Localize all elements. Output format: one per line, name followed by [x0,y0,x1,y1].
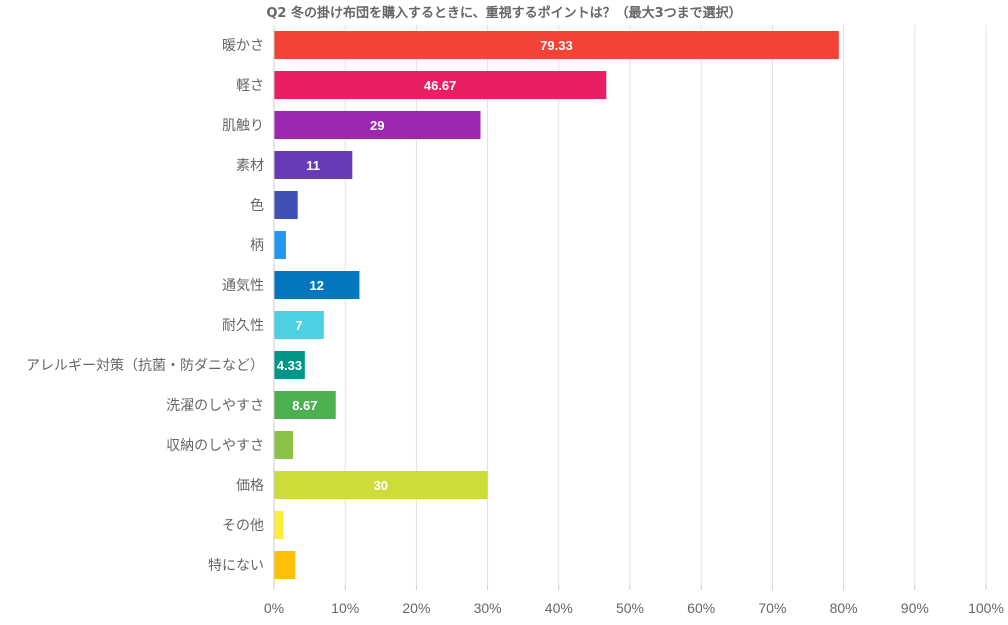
category-label: 耐久性 [222,317,264,333]
category-label: 通気性 [222,277,264,293]
x-tick-label: 60% [687,600,715,616]
x-tick-label: 80% [830,600,858,616]
category-label: 価格 [236,477,264,493]
data-label: 8.67 [292,398,317,413]
category-label: 洗濯のしやすさ [166,397,264,413]
data-label: 4.33 [277,358,302,373]
x-tick-label: 70% [758,600,786,616]
x-tick-label: 0% [264,600,284,616]
category-label: 軽さ [236,77,264,93]
bar [274,391,336,419]
category-label: 素材 [236,157,264,173]
bar [274,191,298,219]
bar [274,271,360,299]
chart-title: Q2 冬の掛け布団を購入するときに、重視するポイントは？（最大3つまで選択） [266,6,742,21]
data-label: 29 [370,118,384,133]
data-label: 11 [306,158,320,173]
bar [274,231,286,259]
bar [274,351,305,379]
x-tick-label: 10% [331,600,359,616]
bar [274,511,284,539]
x-tick-label: 90% [901,600,929,616]
x-tick-label: 20% [402,600,430,616]
data-label: 7 [295,318,302,333]
bar [274,111,481,139]
data-label: 46.67 [424,78,457,93]
category-label: 柄 [250,237,264,253]
bar [274,71,607,99]
bar [274,471,488,499]
x-tick-label: 50% [616,600,644,616]
data-label: 30 [374,478,388,493]
bar [274,551,296,579]
category-label: 色 [250,197,264,213]
bar [274,311,324,339]
category-label: 特にない [208,557,264,573]
category-label: 収納のしやすさ [166,437,264,453]
category-label: 肌触り [222,117,264,133]
category-label: 暖かさ [222,37,264,53]
x-tick-label: 40% [545,600,573,616]
x-tick-label: 100% [968,600,1004,616]
bar [274,151,353,179]
data-label: 79.33 [540,38,573,53]
x-tick-label: 30% [474,600,502,616]
bar [274,431,294,459]
category-label: その他 [222,517,264,533]
category-label: アレルギー対策（抗菌・防ダニなど） [26,357,264,373]
data-label: 12 [309,278,323,293]
bar [274,31,839,59]
